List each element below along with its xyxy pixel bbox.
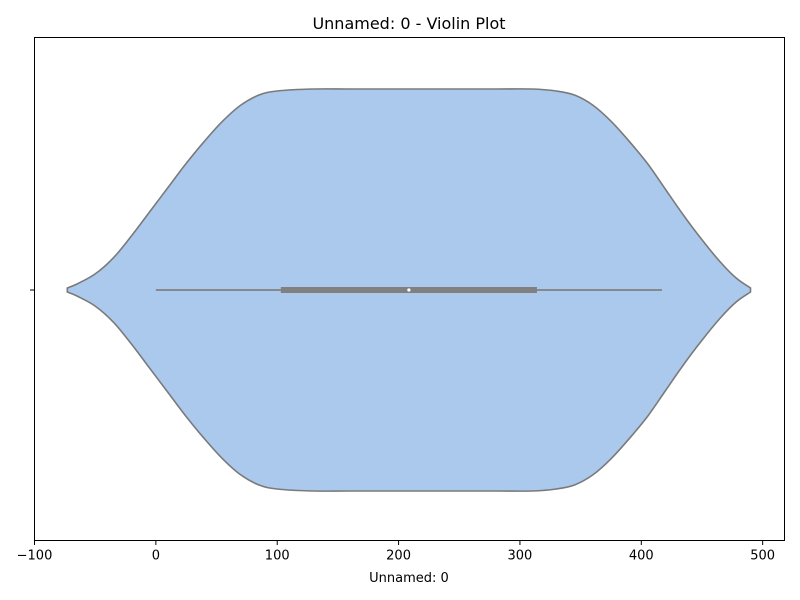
x-tick-label: 200 <box>386 549 411 564</box>
chart-title: Unnamed: 0 - Violin Plot <box>312 14 505 33</box>
violin-median-point <box>407 288 411 292</box>
x-tick-label: 300 <box>508 549 533 564</box>
x-tick-label: −100 <box>17 549 53 564</box>
x-tick-label: 100 <box>265 549 290 564</box>
x-axis-label: Unnamed: 0 <box>369 571 449 586</box>
x-axis: −100 0 100 200 300 400 500 <box>17 540 775 564</box>
plot-area <box>34 37 785 541</box>
x-tick-label: 500 <box>750 549 775 564</box>
x-tick-label: 0 <box>152 549 160 564</box>
x-tick-label: 400 <box>629 549 654 564</box>
plot-frame <box>34 37 785 541</box>
